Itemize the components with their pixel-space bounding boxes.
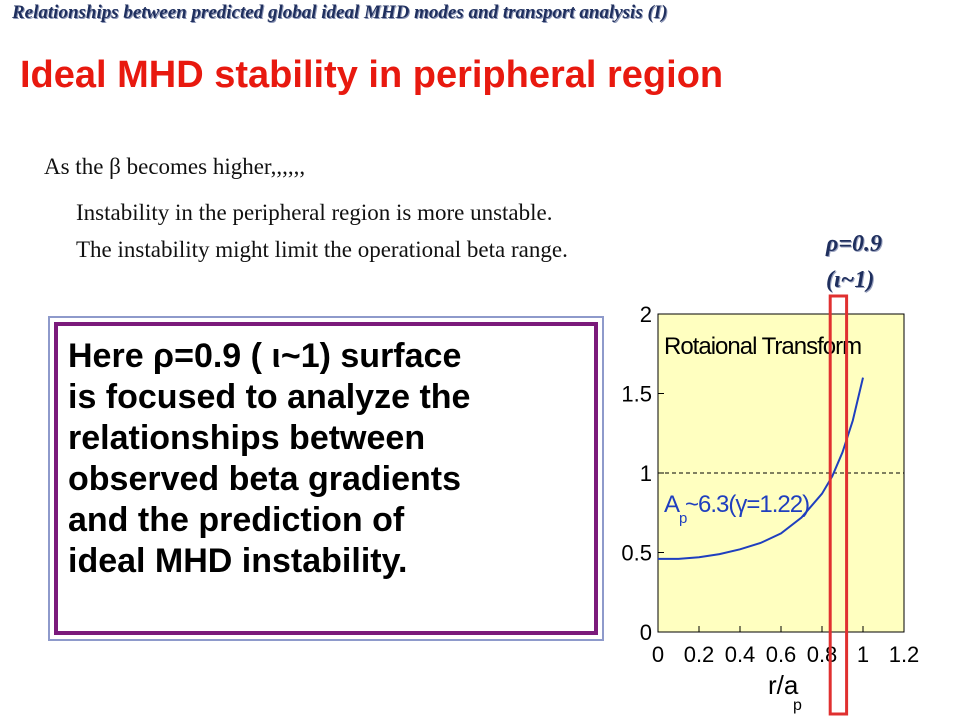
slide-header: Relationships between predicted global i…	[12, 2, 668, 23]
callout-line-3: relationships between	[68, 419, 426, 457]
callout-line-4: observed beta gradients	[68, 460, 462, 498]
callout-box-outer	[48, 316, 604, 641]
annotation-text: ~6.3(γ=1.22)	[685, 491, 809, 518]
x-axis-label: r/a	[768, 670, 799, 700]
annotation-subscript: p	[679, 510, 687, 527]
rho-label: ρ=0.9 (ι~1)	[826, 226, 882, 298]
intro-text: As the β becomes higher,,,,,,	[44, 154, 306, 179]
y-tick-label: 1	[640, 461, 652, 486]
x-tick-label: 0.6	[766, 642, 797, 667]
x-tick-label: 1.2	[889, 642, 920, 667]
y-tick-label: 1.5	[621, 382, 652, 407]
y-tick-label: 0	[640, 620, 652, 645]
callout-line-5: and the prediction of	[68, 501, 405, 539]
annotation-main: A	[664, 491, 680, 518]
rho-label-line1: ρ=0.9	[826, 231, 883, 257]
callout-line-6: ideal MHD instability.	[68, 542, 408, 580]
series-line	[658, 377, 864, 560]
y-tick-label: 2	[640, 302, 652, 327]
callout-line-1: Here ρ=0.9 ( ι~1) surface	[68, 337, 462, 375]
x-tick-label: 1	[857, 642, 869, 667]
callout-text: Here ρ=0.9 ( ι~1) surface is focused to …	[68, 336, 596, 582]
y-tick-label: 0.5	[621, 541, 652, 566]
x-tick-label: 0.4	[725, 642, 756, 667]
bullet-text-1: Instability in the peripheral region is …	[76, 200, 553, 225]
bullet-text-2: The instability might limit the operatio…	[76, 237, 568, 262]
x-axis-label-subscript: p	[793, 697, 802, 714]
highlight-rect	[828, 294, 849, 716]
rho-label-line2: (ι~1)	[826, 267, 875, 293]
callout-box	[54, 322, 598, 635]
x-tick-label: 0.8	[807, 642, 838, 667]
slide-title: Ideal MHD stability in peripheral region	[20, 54, 724, 96]
x-tick-label: 0.2	[684, 642, 715, 667]
callout-line-2: is focused to analyze the	[68, 378, 471, 416]
x-tick-label: 0	[652, 642, 664, 667]
